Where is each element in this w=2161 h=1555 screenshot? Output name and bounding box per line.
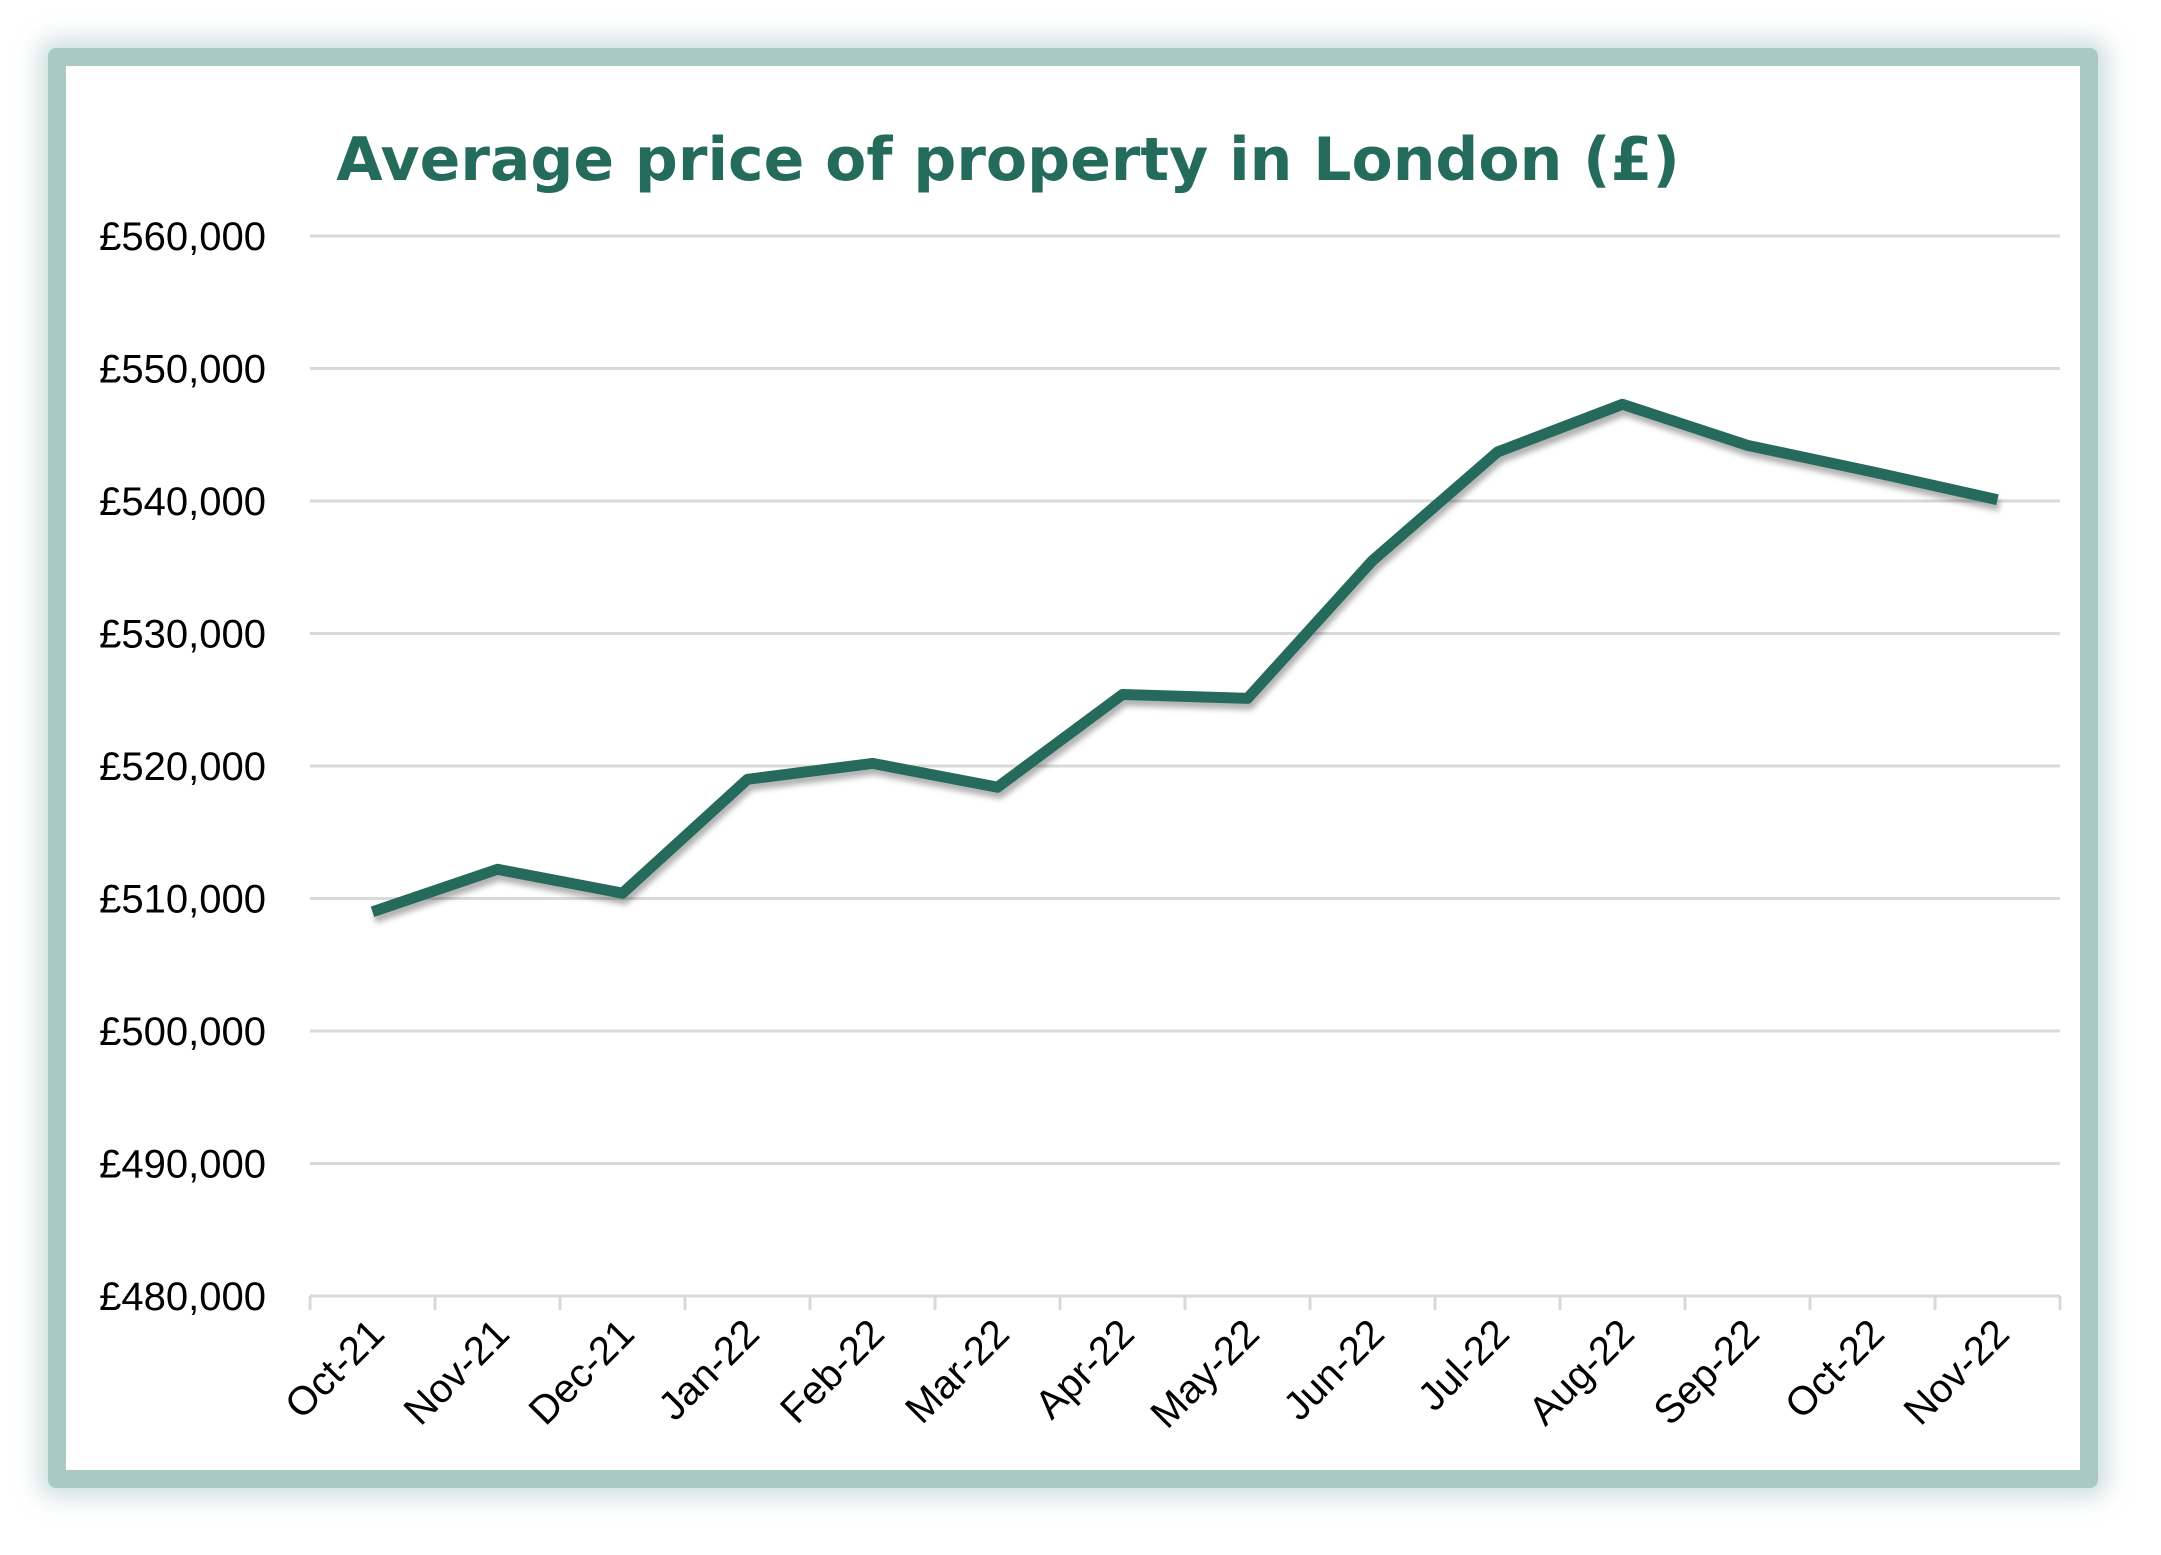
x-tick-label: Mar-22 <box>897 1311 1018 1432</box>
data-point <box>1871 470 1875 474</box>
x-axis-tick-labels: Oct-21 Nov-21 Dec-21 Jan-22 Feb-22 Mar-22 Apr-… <box>277 1311 2018 1436</box>
y-tick-label: £520,000 <box>99 745 266 789</box>
data-point <box>496 867 500 871</box>
series-line <box>370 398 1999 918</box>
y-tick-label: £510,000 <box>99 878 266 922</box>
y-tick-label: £490,000 <box>99 1143 266 1187</box>
x-tick-label: Oct-21 <box>277 1311 393 1427</box>
data-point <box>1496 450 1500 454</box>
x-tick-label: Oct-22 <box>1777 1311 1893 1427</box>
x-tick-label: Sep-22 <box>1646 1311 1768 1433</box>
chart-frame <box>48 48 2098 1488</box>
data-point <box>621 891 625 895</box>
y-tick-label: £530,000 <box>99 613 266 657</box>
data-point <box>746 777 750 781</box>
x-tick-label: Aug-22 <box>1521 1311 1643 1433</box>
x-tick-label: Jul-22 <box>1410 1311 1518 1419</box>
x-tick-label: Feb-22 <box>772 1311 893 1432</box>
x-tick-label: Nov-21 <box>396 1311 518 1433</box>
data-point <box>1371 559 1375 563</box>
data-point <box>996 785 1000 789</box>
data-point <box>871 761 875 765</box>
data-point <box>1621 402 1625 406</box>
x-axis <box>308 1294 2062 1310</box>
chart-title: Average price of property in London (£) <box>336 125 1680 195</box>
x-tick-label: Jan-22 <box>650 1311 768 1429</box>
gridlines <box>310 234 2060 1165</box>
x-tick-label: Apr-22 <box>1027 1311 1143 1427</box>
y-tick-label: £480,000 <box>99 1275 266 1319</box>
y-axis-tick-labels: £480,000 £490,000 £500,000 £510,000 £520,000… <box>99 215 266 1319</box>
x-tick-label: Nov-22 <box>1896 1311 2018 1433</box>
data-point <box>1246 696 1250 700</box>
data-point <box>1996 498 2000 502</box>
y-tick-label: £560,000 <box>99 215 266 259</box>
series-layer <box>370 398 2000 918</box>
x-tick-label: May-22 <box>1142 1311 1267 1436</box>
x-tick-label: Dec-21 <box>521 1311 643 1433</box>
data-point <box>371 910 375 914</box>
y-tick-label: £500,000 <box>99 1010 266 1054</box>
data-point <box>1746 443 1750 447</box>
y-tick-label: £540,000 <box>99 480 266 524</box>
x-tick-label: Jun-22 <box>1275 1311 1393 1429</box>
data-point <box>1121 692 1125 696</box>
y-tick-label: £550,000 <box>99 348 266 392</box>
